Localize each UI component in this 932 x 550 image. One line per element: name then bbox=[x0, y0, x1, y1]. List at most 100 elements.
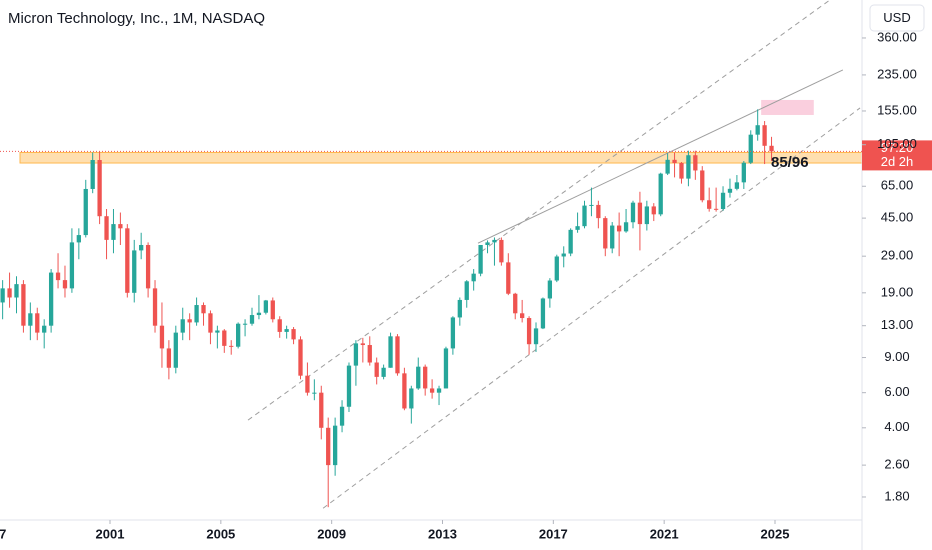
candle-body bbox=[256, 312, 262, 316]
x-tick-label: 2013 bbox=[428, 526, 457, 541]
candle-body bbox=[485, 242, 490, 245]
candle-body bbox=[48, 272, 54, 326]
candle-body bbox=[471, 273, 476, 282]
annotation: 85/96 bbox=[771, 154, 809, 171]
y-tick-label: 65.00 bbox=[881, 178, 914, 193]
candle-body bbox=[319, 392, 324, 428]
candle-body bbox=[229, 345, 234, 347]
candle-body bbox=[769, 145, 774, 152]
candle-body bbox=[7, 288, 12, 298]
candle-body bbox=[90, 160, 95, 189]
candle-body bbox=[14, 284, 19, 298]
candle-body bbox=[478, 244, 483, 274]
x-tick-label: 2009 bbox=[317, 526, 346, 541]
candle-body bbox=[436, 388, 442, 393]
candle-body bbox=[388, 336, 393, 368]
candle-body bbox=[492, 239, 497, 243]
candle-body bbox=[270, 300, 275, 320]
candle-body bbox=[727, 188, 733, 193]
candle-body bbox=[173, 332, 178, 368]
candle-body bbox=[623, 222, 629, 232]
candle-body bbox=[111, 224, 116, 240]
candle-body bbox=[277, 319, 282, 332]
y-tick-label: 9.00 bbox=[884, 349, 909, 364]
candle-body bbox=[374, 362, 379, 377]
candle-body bbox=[672, 159, 677, 164]
candle-body bbox=[499, 239, 504, 263]
zone bbox=[761, 99, 814, 115]
y-tick-label: 45.00 bbox=[881, 210, 914, 225]
chart-title: Micron Technology, Inc., 1M, NASDAQ bbox=[8, 10, 265, 27]
candle-body bbox=[159, 325, 165, 349]
y-tick-label: 4.00 bbox=[884, 419, 909, 434]
currency-button[interactable] bbox=[869, 4, 925, 32]
candle-body bbox=[457, 299, 462, 318]
candle-body bbox=[339, 406, 345, 426]
candle-body bbox=[291, 329, 296, 340]
candle-body bbox=[693, 155, 698, 171]
candle-body bbox=[166, 348, 172, 368]
trend-line bbox=[247, 0, 831, 421]
y-tick-label: 155.00 bbox=[877, 102, 917, 117]
last-price-box bbox=[862, 140, 932, 171]
candle-body bbox=[409, 388, 414, 409]
candle-body bbox=[104, 216, 109, 240]
x-tick-label: 2017 bbox=[539, 526, 568, 541]
candle-body bbox=[665, 159, 670, 174]
candle-body bbox=[360, 343, 365, 346]
candle-body bbox=[194, 305, 199, 323]
candle-body bbox=[720, 192, 726, 209]
candle-body bbox=[346, 365, 352, 407]
y-tick-label: 1.80 bbox=[884, 488, 909, 503]
candle-body bbox=[180, 319, 185, 333]
candle-body bbox=[284, 329, 289, 332]
x-tick-label: 2001 bbox=[96, 526, 125, 541]
candle-body bbox=[353, 343, 359, 366]
candle-body bbox=[222, 330, 227, 346]
candle-body bbox=[547, 280, 553, 299]
y-tick-label: 2.60 bbox=[884, 457, 909, 472]
candle-body bbox=[28, 313, 33, 326]
candle-body bbox=[526, 318, 532, 345]
candle-body bbox=[755, 125, 760, 135]
candle-body bbox=[236, 323, 241, 347]
candle-body bbox=[554, 256, 559, 281]
zone bbox=[19, 151, 863, 164]
candle-body bbox=[443, 348, 449, 389]
candle-body bbox=[35, 313, 40, 333]
candle-body bbox=[589, 204, 594, 206]
candle-body bbox=[582, 205, 587, 227]
candle-body bbox=[616, 225, 622, 232]
candle-body bbox=[644, 206, 649, 225]
x-tick-label: 2005 bbox=[206, 526, 235, 541]
candle-body bbox=[21, 284, 26, 326]
candle-body bbox=[741, 162, 746, 183]
candle-body bbox=[42, 325, 47, 333]
y-tick-label: 235.00 bbox=[877, 66, 917, 81]
candle-body bbox=[734, 182, 740, 189]
y-tick-label: 105.00 bbox=[877, 136, 917, 151]
candle-body bbox=[700, 170, 705, 201]
candle-body bbox=[215, 330, 220, 333]
candle-body bbox=[423, 366, 428, 389]
candle-body bbox=[402, 373, 407, 409]
candle-body bbox=[125, 228, 130, 293]
candle-body bbox=[540, 298, 546, 329]
candle-body bbox=[450, 317, 456, 349]
candle-body bbox=[748, 134, 753, 163]
candle-body bbox=[69, 242, 75, 289]
candle-body bbox=[707, 200, 712, 209]
candle-body bbox=[658, 173, 663, 215]
last-price-label: 97.20 bbox=[881, 140, 914, 155]
y-tick-label: 13.00 bbox=[881, 317, 914, 332]
x-tick-label: 2021 bbox=[650, 526, 679, 541]
candle-body bbox=[201, 305, 206, 314]
candle-body bbox=[187, 319, 192, 323]
candle-body bbox=[713, 208, 719, 210]
candle-body bbox=[686, 155, 691, 179]
candle-body bbox=[62, 280, 68, 289]
y-tick-label: 360.00 bbox=[877, 29, 917, 44]
